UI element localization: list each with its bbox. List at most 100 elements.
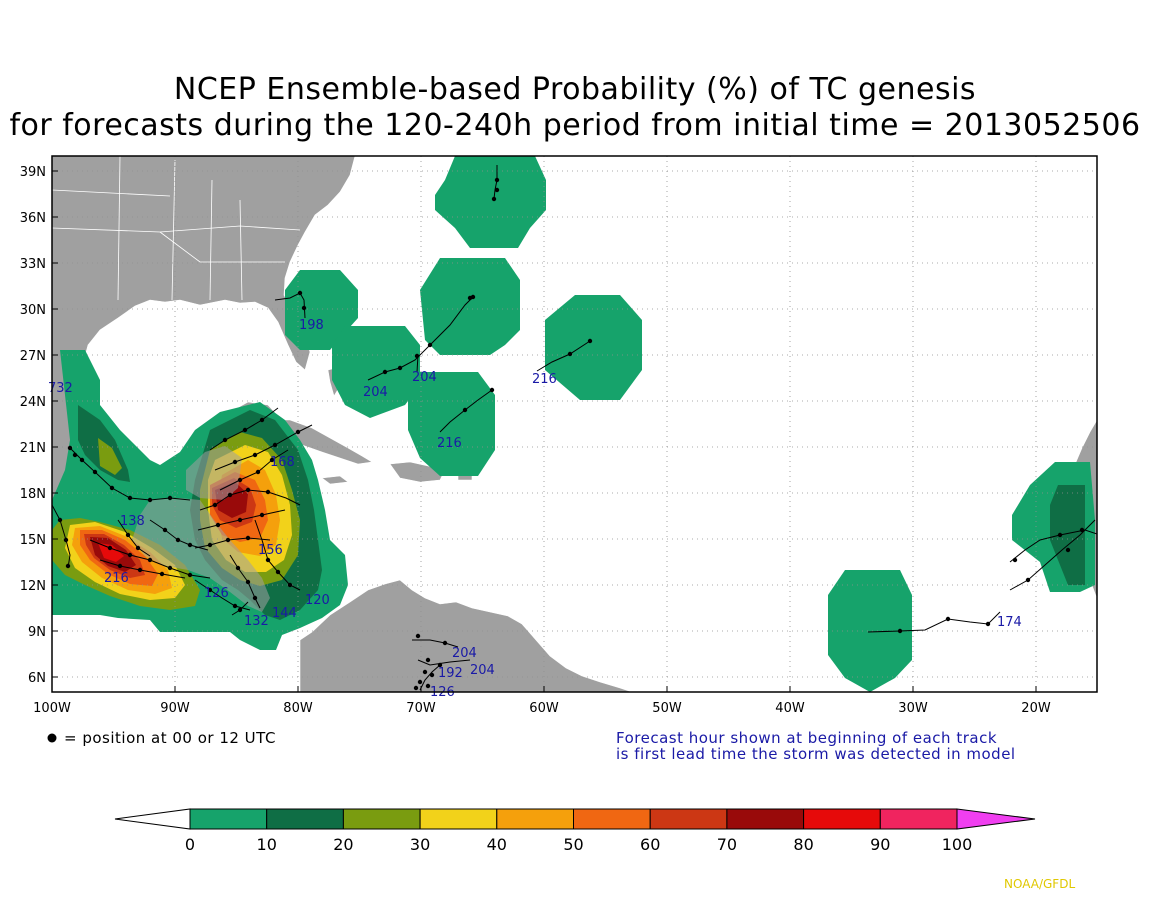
track-tehuantepec-e bbox=[117, 519, 151, 557]
track-east-b bbox=[536, 340, 591, 372]
prob-region-26n-75w bbox=[332, 326, 420, 418]
track-label: 126 bbox=[204, 586, 229, 601]
prob-region-30n-80w bbox=[285, 270, 358, 350]
colorbar-box bbox=[573, 808, 651, 830]
longitude-labels: 100W 90W 80W 70W 60W 50W 40W 30W 20W bbox=[33, 701, 1051, 716]
probability-regions bbox=[285, 156, 1095, 692]
colorbar-label: 40 bbox=[487, 835, 507, 854]
prob-region-30n-67w bbox=[420, 258, 520, 355]
colorbar-label: 90 bbox=[870, 835, 890, 854]
lat-label: 27N bbox=[20, 349, 46, 364]
lat-label: 9N bbox=[28, 625, 46, 640]
colorbar-label: 60 bbox=[640, 835, 660, 854]
colorbar bbox=[114, 808, 1036, 830]
colorbar-box bbox=[726, 808, 805, 830]
track-labels: 198 204 204 216 216 174 120 144 132 204 … bbox=[48, 318, 1022, 700]
colorbar-labels: 0 10 20 30 40 50 60 70 80 90 100 bbox=[185, 835, 972, 854]
lon-label: 70W bbox=[406, 701, 436, 716]
prob-region-22n-65w bbox=[408, 372, 495, 476]
plot-frame bbox=[51, 155, 1098, 693]
colorbar-high-arrow bbox=[956, 808, 1036, 830]
south-america-land bbox=[299, 579, 633, 692]
prob-region-10n-35w bbox=[828, 570, 912, 692]
lon-label: 40W bbox=[775, 701, 805, 716]
lat-label: 36N bbox=[20, 211, 46, 226]
prob-region-39n-64w bbox=[435, 156, 546, 248]
track-label: 132 bbox=[244, 614, 269, 629]
lon-label: 100W bbox=[33, 701, 71, 716]
colorbar-box bbox=[649, 808, 728, 830]
position-marker-icon bbox=[47, 733, 57, 743]
colorbar-label: 30 bbox=[410, 835, 430, 854]
track-africa-b bbox=[1009, 519, 1096, 591]
lat-label: 6N bbox=[28, 671, 46, 686]
track-yucatan-b bbox=[214, 424, 313, 471]
lon-label: 30W bbox=[898, 701, 928, 716]
colorbar-box bbox=[496, 808, 574, 830]
track-label: 216 bbox=[437, 436, 462, 451]
track-label: 174 bbox=[997, 615, 1022, 630]
position-legend-text: = position at 00 or 12 UTC bbox=[64, 729, 276, 747]
lat-label: 15N bbox=[20, 533, 46, 548]
prob-region-16n-19w-inner bbox=[1050, 485, 1085, 585]
colorbar-label: 20 bbox=[333, 835, 353, 854]
track-tehuantepec-a bbox=[69, 447, 191, 501]
map-title-line2: for forecasts during the 120-240h period… bbox=[9, 108, 1141, 143]
credit-text: NOAA/GFDL bbox=[1004, 877, 1076, 891]
colorbar-box bbox=[266, 808, 344, 830]
colorbar-label: 50 bbox=[563, 835, 583, 854]
lat-label: 24N bbox=[20, 395, 46, 410]
colorbar-label: 100 bbox=[942, 835, 973, 854]
track-atlantic-north bbox=[493, 165, 498, 200]
graticule bbox=[52, 156, 1097, 692]
lat-label: 12N bbox=[20, 579, 46, 594]
track-label: 216 bbox=[104, 571, 129, 586]
jamaica-land bbox=[321, 475, 349, 485]
lat-label: 33N bbox=[20, 257, 46, 272]
lat-label: 39N bbox=[20, 165, 46, 180]
colorbar-label: 70 bbox=[717, 835, 737, 854]
track-position-dots bbox=[57, 177, 1085, 691]
track-label: 144 bbox=[272, 606, 297, 621]
track-label: 216 bbox=[532, 372, 557, 387]
colorbar-box bbox=[342, 808, 421, 830]
colorbar-label: 10 bbox=[257, 835, 277, 854]
track-label: 192 bbox=[438, 666, 463, 681]
track-honduras bbox=[194, 579, 251, 611]
track-label: 204 bbox=[452, 646, 477, 661]
track-s-america bbox=[412, 639, 459, 648]
lon-label: 80W bbox=[283, 701, 313, 716]
track-label: 198 bbox=[299, 318, 324, 333]
colorbar-label: 80 bbox=[793, 835, 813, 854]
colorbar-box bbox=[189, 808, 268, 830]
track-label: 732 bbox=[48, 381, 73, 396]
lon-label: 60W bbox=[529, 701, 559, 716]
axis-ticks bbox=[52, 170, 1037, 692]
map-title-line1: NCEP Ensemble-based Probability (%) of T… bbox=[173, 72, 977, 107]
lat-label: 18N bbox=[20, 487, 46, 502]
prob-region-27n-57w bbox=[545, 295, 642, 400]
track-label: 204 bbox=[470, 663, 495, 678]
lon-label: 20W bbox=[1021, 701, 1051, 716]
track-label: 120 bbox=[305, 593, 330, 608]
lat-label: 30N bbox=[20, 303, 46, 318]
track-africa-a bbox=[1009, 529, 1097, 563]
colorbar-box bbox=[879, 808, 958, 830]
colorbar-box bbox=[419, 808, 498, 830]
lat-label: 21N bbox=[20, 441, 46, 456]
forecast-hour-note-2: is first lead time the storm was detecte… bbox=[616, 745, 1016, 763]
track-label: 138 bbox=[120, 514, 145, 529]
colorbar-box bbox=[803, 808, 881, 830]
track-label: 204 bbox=[363, 385, 388, 400]
lon-label: 50W bbox=[652, 701, 682, 716]
track-label: 204 bbox=[412, 370, 437, 385]
track-s-america-c bbox=[419, 664, 441, 691]
track-bahamas-a bbox=[367, 296, 474, 381]
forecast-hour-note-1: Forecast hour shown at beginning of each… bbox=[616, 729, 998, 747]
track-label: 156 bbox=[258, 543, 283, 558]
colorbar-label: 0 bbox=[185, 835, 195, 854]
lon-label: 90W bbox=[160, 701, 190, 716]
colorbar-boxes bbox=[189, 808, 958, 830]
colorbar-low-arrow bbox=[114, 808, 191, 830]
